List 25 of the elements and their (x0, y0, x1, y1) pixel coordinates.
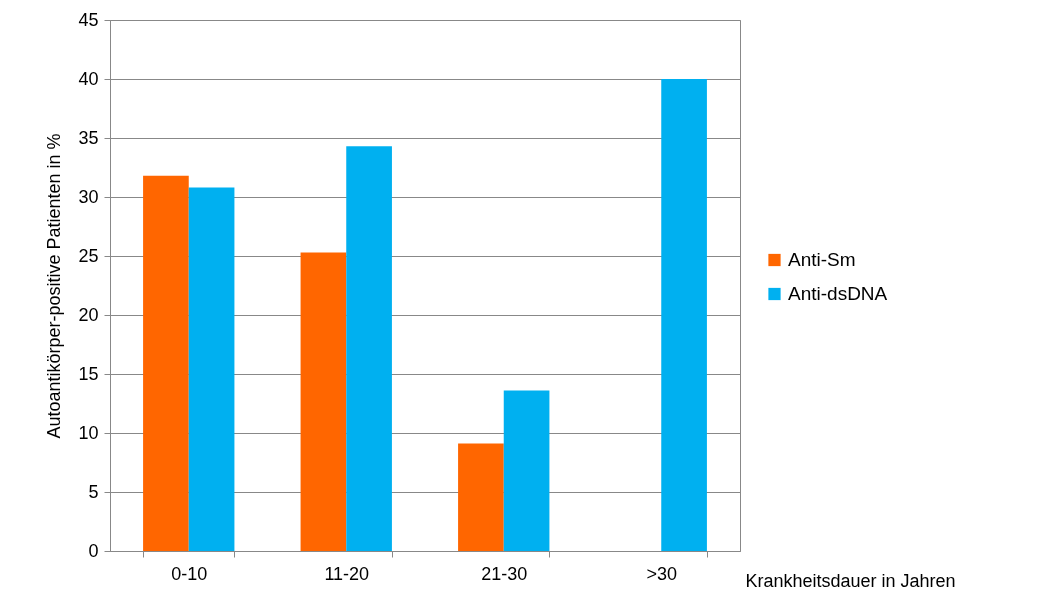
y-tick-label: 15 (78, 363, 99, 384)
bar (143, 175, 189, 551)
y-tick-label: 40 (78, 68, 99, 89)
y-tick-label: 30 (78, 186, 99, 207)
bar (503, 390, 550, 551)
bar (346, 146, 392, 551)
y-tick-label: 45 (78, 9, 99, 30)
x-tick-label: >30 (646, 563, 678, 584)
y-tick-label: 35 (78, 127, 99, 148)
legend-label: Anti-Sm (788, 249, 856, 270)
x-axis-title: Krankheitsdauer in Jahren (745, 570, 956, 591)
bar (300, 252, 347, 551)
x-tick-label: 11-20 (324, 563, 370, 584)
y-tick-label: 10 (78, 422, 99, 443)
x-tick-label: 21-30 (481, 563, 528, 584)
y-tick-label: 20 (78, 304, 99, 325)
bar (458, 443, 504, 551)
bar (661, 79, 707, 551)
y-tick-label: 0 (88, 540, 99, 561)
y-tick-label: 25 (78, 245, 99, 266)
bar (188, 187, 235, 551)
x-tick-label: 0-10 (171, 563, 208, 584)
y-axis-title: Autoantikörper-positive Patienten in % (44, 133, 65, 439)
y-tick-label: 5 (88, 481, 99, 502)
legend-label: Anti-dsDNA (788, 283, 888, 304)
